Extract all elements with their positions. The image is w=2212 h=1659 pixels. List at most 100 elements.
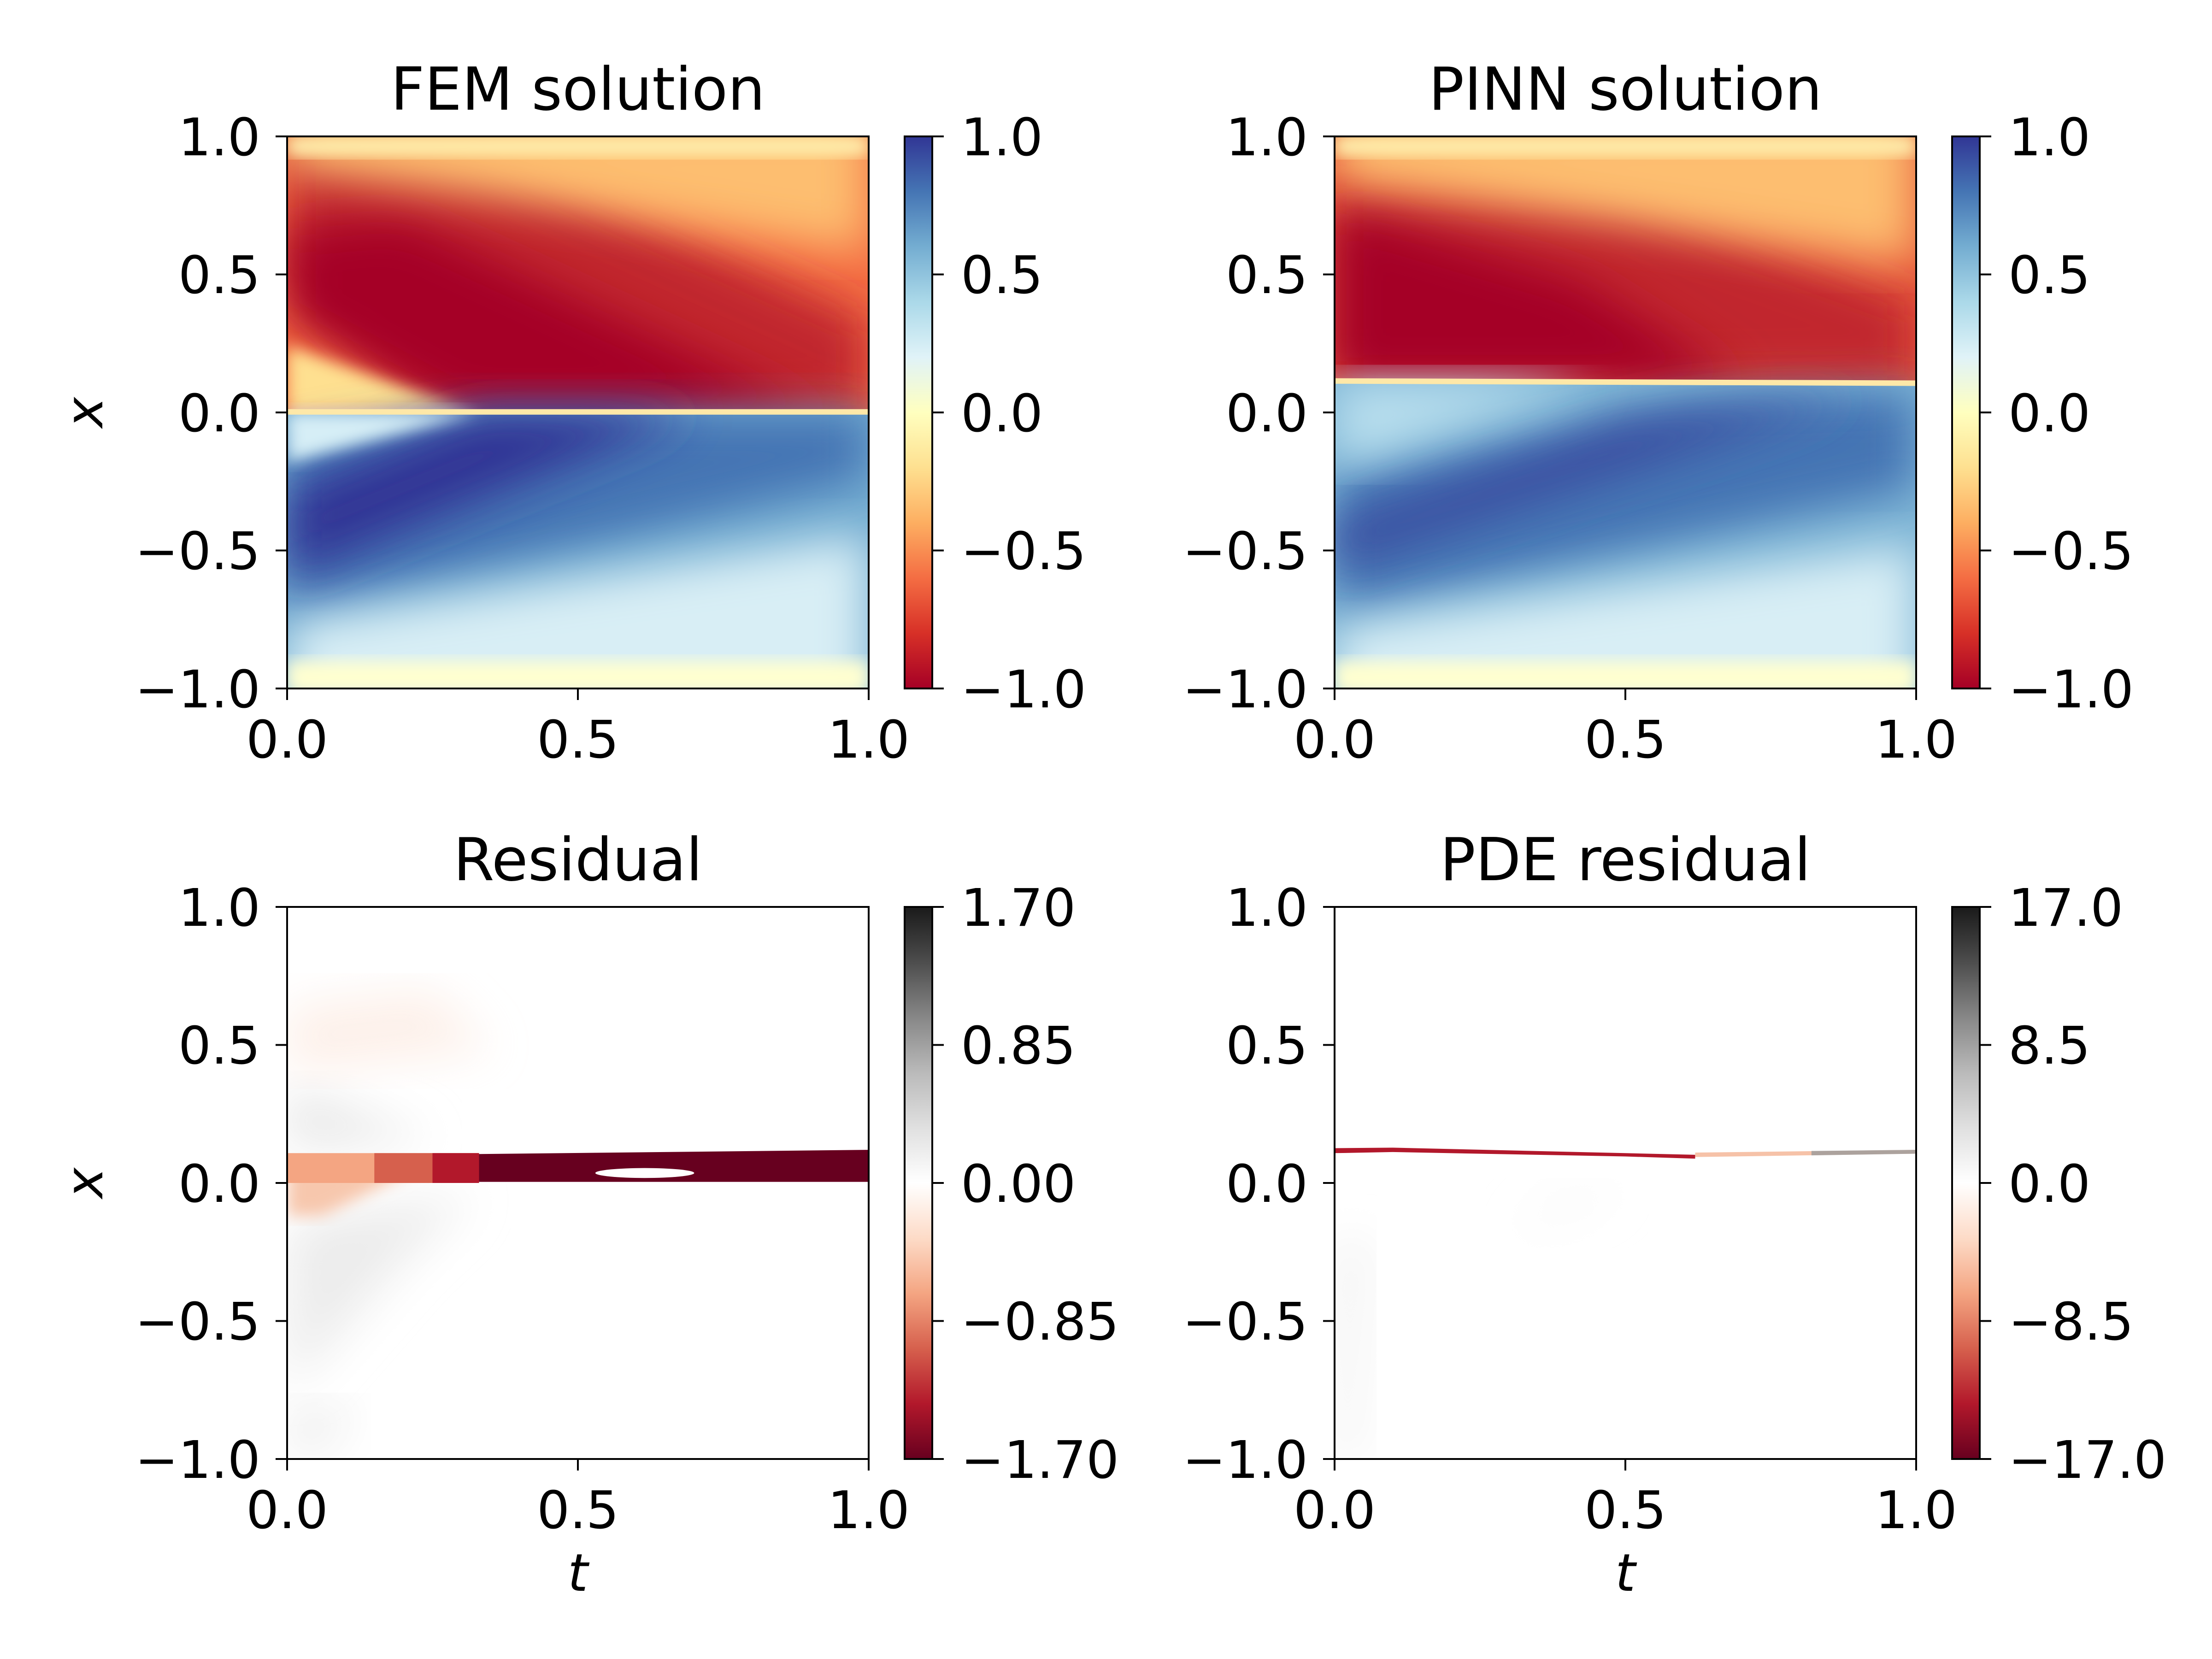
x-axis-label: t	[1615, 1543, 1637, 1603]
colorbar-gradient	[1952, 907, 1980, 1459]
panel-pde-residual: PDE residual 1.0 0.5 0.0 −0.5 −1.0 0	[1182, 826, 2166, 1603]
colorbar-tick-label: −0.5	[2008, 522, 2134, 582]
y-tick-label: 0.0	[1226, 384, 1308, 444]
y-tick-label: −1.0	[1182, 1430, 1308, 1490]
colorbar-gradient	[905, 136, 932, 688]
heatmap-pde-residual	[1335, 907, 1916, 1459]
field-top-edge	[287, 136, 869, 156]
y-tick-label: 1.0	[1226, 108, 1308, 168]
colorbar-tick-label: 0.0	[2008, 1154, 2090, 1214]
heatmap-pinn	[1335, 136, 1916, 688]
pde-band-dark	[1335, 1147, 1695, 1159]
pde-band-gray	[1811, 1150, 1916, 1156]
panel-residual: Residual 1.0 0.5 0.0 −0.5 −1.0	[55, 826, 1119, 1603]
x-tick-label: 0.5	[537, 710, 619, 770]
colorbar: 17.0 8.5 0.0 −8.5 −17.0	[1951, 878, 2166, 1490]
y-axis: 1.0 0.5 0.0 −0.5 −1.0	[1182, 878, 1335, 1490]
y-tick-label: −1.0	[1182, 660, 1308, 720]
panel-title: FEM solution	[391, 55, 765, 124]
field-top-upper	[287, 136, 869, 253]
field-gray-mid	[1509, 1188, 1625, 1238]
colorbar-tick-label: −8.5	[2008, 1292, 2134, 1352]
shock-line	[287, 409, 869, 415]
colorbar: 1.0 0.5 0.0 −0.5 −1.0	[1951, 108, 2134, 720]
field-bottom-edge	[1335, 661, 1916, 688]
x-tick-label: 1.0	[828, 710, 910, 770]
colorbar-tick-label: 0.0	[2008, 384, 2090, 444]
residual-hole	[595, 1168, 694, 1178]
colorbar-gradient	[1952, 136, 1980, 688]
x-axis: 0.0 0.5 1.0	[246, 688, 910, 770]
x-tick-label: 1.0	[828, 1481, 910, 1541]
x-tick-label: 0.5	[1584, 1481, 1666, 1541]
heatmap-residual	[287, 907, 869, 1459]
field-gray-lower	[287, 1194, 473, 1393]
colorbar-tick-label: 0.00	[961, 1154, 1076, 1214]
y-tick-label: 0.5	[178, 1016, 260, 1076]
colorbar-tick-label: −0.85	[961, 1292, 1119, 1352]
x-tick-label: 0.0	[1294, 710, 1376, 770]
y-tick-label: 0.0	[178, 1154, 260, 1214]
panel-pinn-solution: PINN solution 1.0 0.5 0.0 −0.5	[1182, 55, 2134, 770]
colorbar-tick-label: 0.5	[961, 246, 1043, 306]
colorbar-tick-label: 8.5	[2008, 1016, 2090, 1076]
y-tick-label: 0.0	[178, 384, 260, 444]
y-tick-label: −1.0	[135, 660, 260, 720]
colorbar: 1.0 0.5 0.0 −0.5 −1.0	[904, 108, 1086, 720]
field-gray-upper	[287, 1083, 433, 1150]
y-tick-label: 0.5	[178, 246, 260, 306]
x-axis: 0.0 0.5 1.0	[246, 1459, 910, 1541]
field-bottom-lower	[1335, 545, 1916, 688]
field-top-upper	[1335, 136, 1916, 264]
panel-fem-solution: FEM solution 1.0 0.5 0.0 −0.5	[55, 55, 1086, 770]
y-tick-label: 0.5	[1226, 1016, 1308, 1076]
field-fan-light	[287, 346, 473, 412]
field-bottom-dark	[1335, 390, 1916, 612]
y-axis-label: x	[55, 396, 115, 429]
colorbar-tick-label: −17.0	[2008, 1430, 2166, 1490]
colorbar-tick-label: −0.5	[961, 522, 1086, 582]
colorbar-tick-label: 1.70	[961, 878, 1076, 938]
colorbar-tick-label: −1.0	[961, 660, 1086, 720]
x-tick-label: 0.0	[246, 1481, 328, 1541]
y-tick-label: 1.0	[178, 108, 260, 168]
field-top-edge	[1335, 136, 1916, 156]
field-pink-upper	[287, 989, 491, 1073]
y-tick-label: 0.0	[1226, 1154, 1308, 1214]
shock-line	[1335, 378, 1916, 386]
y-axis: 1.0 0.5 0.0 −0.5 −1.0	[1182, 108, 1335, 720]
y-axis: 1.0 0.5 0.0 −0.5 −1.0	[135, 108, 287, 720]
y-tick-label: −0.5	[135, 522, 260, 582]
field-gray-bottom	[287, 1404, 357, 1459]
field-bottom-edge	[287, 661, 869, 688]
colorbar-tick-label: 0.85	[961, 1016, 1076, 1076]
x-axis-label: t	[568, 1543, 590, 1603]
colorbar-tick-label: 1.0	[961, 108, 1043, 168]
panel-title: PINN solution	[1429, 55, 1822, 124]
x-tick-label: 1.0	[1875, 710, 1957, 770]
x-tick-label: 0.0	[246, 710, 328, 770]
x-tick-label: 1.0	[1875, 1481, 1957, 1541]
colorbar: 1.70 0.85 0.00 −0.85 −1.70	[904, 878, 1119, 1490]
x-tick-label: 0.5	[1584, 710, 1666, 770]
x-axis: 0.0 0.5 1.0	[1294, 688, 1957, 770]
y-tick-label: 1.0	[178, 878, 260, 938]
y-tick-label: −1.0	[135, 1430, 260, 1490]
field-fan-blue	[287, 412, 479, 462]
y-tick-label: 0.5	[1226, 246, 1308, 306]
panel-title: PDE residual	[1440, 826, 1811, 894]
colorbar-tick-label: −1.0	[2008, 660, 2134, 720]
colorbar-tick-label: 0.0	[961, 384, 1043, 444]
field-top-core	[287, 219, 869, 412]
colorbar-tick-label: 17.0	[2008, 878, 2123, 938]
y-axis: 1.0 0.5 0.0 −0.5 −1.0	[135, 878, 287, 1490]
colorbar-tick-label: −1.70	[961, 1430, 1119, 1490]
panel-title: Residual	[453, 826, 703, 894]
colorbar-gradient	[905, 907, 932, 1459]
y-tick-label: 1.0	[1226, 878, 1308, 938]
field-bottom-lower	[287, 534, 869, 688]
y-axis-label: x	[55, 1167, 115, 1200]
y-tick-label: −0.5	[1182, 1292, 1308, 1352]
x-tick-label: 0.5	[537, 1481, 619, 1541]
